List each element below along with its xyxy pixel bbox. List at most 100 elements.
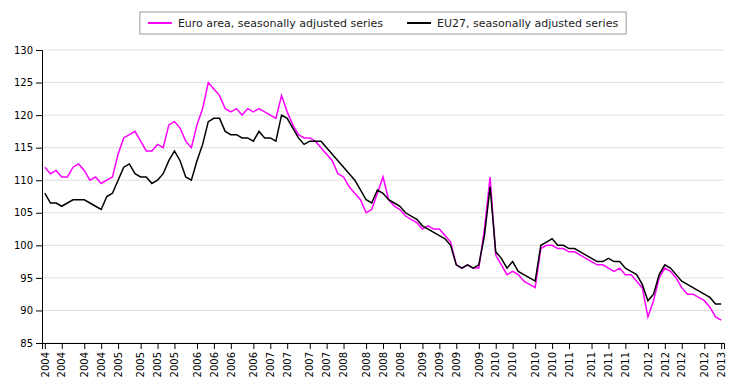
grid-line [42, 115, 724, 116]
tick-label: 125 [14, 77, 33, 88]
tick: 2004 [40, 343, 51, 377]
tick-label: 100 [14, 240, 33, 251]
chart: 8590951001051101151201251302004200420042… [0, 0, 740, 389]
grid-line [42, 50, 724, 51]
tick: 2009 [417, 343, 428, 377]
tick-label: 2004 [56, 352, 67, 377]
tick-mark [36, 245, 42, 246]
tick: 2007 [282, 343, 293, 377]
tick: 2012 [699, 343, 710, 377]
tick-label: 2006 [209, 352, 220, 377]
tick-label: 110 [14, 175, 33, 186]
tick-mark [310, 343, 311, 349]
tick-mark [36, 180, 42, 181]
tick-mark [101, 343, 102, 349]
tick-label: 2006 [192, 352, 203, 377]
tick-label: 2005 [152, 352, 163, 377]
tick-mark [648, 343, 649, 349]
tick-label: 2011 [620, 352, 631, 377]
plot-area [45, 83, 721, 321]
tick-label: 2008 [338, 352, 349, 377]
tick-label: 2010 [507, 352, 518, 377]
legend-item: EU27, seasonally adjusted series [407, 17, 618, 30]
tick-label: 2010 [490, 352, 501, 377]
tick-mark [287, 343, 288, 349]
grid-line [42, 82, 724, 83]
tick-mark [513, 343, 514, 349]
tick-mark [253, 343, 254, 349]
tick: 2004 [56, 343, 67, 377]
legend-swatch [148, 22, 172, 24]
tick-label: 130 [14, 45, 33, 56]
tick: 2005 [152, 343, 163, 377]
axis-line [36, 51, 43, 344]
tick-label: 2008 [361, 352, 372, 377]
tick-mark [704, 343, 705, 349]
tick-mark [214, 343, 215, 349]
tick-label: 90 [20, 305, 33, 316]
tick-mark [36, 115, 42, 116]
tick-mark [36, 50, 42, 51]
legend-swatch [407, 22, 431, 24]
tick-mark [535, 343, 536, 349]
tick: 2007 [304, 343, 315, 377]
tick-mark [36, 213, 42, 214]
tick-mark [569, 343, 570, 349]
tick-label: 2009 [451, 352, 462, 377]
tick-label: 2011 [603, 352, 614, 377]
tick: 2010 [507, 343, 518, 377]
tick: 2005 [169, 343, 180, 377]
grid-line [42, 245, 724, 246]
tick-mark [682, 343, 683, 349]
tick: 2004 [79, 343, 90, 377]
tick: 2010 [547, 343, 558, 377]
tick-mark [496, 343, 497, 349]
tick-label: 95 [20, 273, 33, 284]
tick-label: 2012 [643, 352, 654, 377]
tick-mark [422, 343, 423, 349]
tick: 2008 [378, 343, 389, 377]
legend-label: Euro area, seasonally adjusted series [178, 17, 383, 30]
legend-item: Euro area, seasonally adjusted series [148, 17, 383, 30]
tick-label: 2009 [474, 352, 485, 377]
grid-line [42, 310, 724, 311]
tick-mark [118, 343, 119, 349]
tick-label: 2012 [676, 352, 687, 377]
tick-label: 2011 [564, 352, 575, 377]
tick-label: 2005 [113, 352, 124, 377]
tick-mark [36, 278, 42, 279]
tick-label: 2012 [699, 352, 710, 377]
tick: 85 [20, 338, 42, 349]
tick: 125 [14, 77, 42, 88]
legend: Euro area, seasonally adjusted series EU2… [140, 12, 626, 34]
tick-label: 2004 [40, 352, 51, 377]
tick-label: 2007 [265, 352, 276, 377]
tick: 2013 [716, 343, 727, 377]
tick-label: 2004 [79, 352, 90, 377]
tick-label: 2009 [434, 352, 445, 377]
tick: 2011 [586, 343, 597, 377]
tick-label: 115 [14, 142, 33, 153]
tick-label: 2006 [248, 352, 259, 377]
tick-mark [625, 343, 626, 349]
series-line [45, 115, 721, 304]
tick: 2012 [643, 343, 654, 377]
tick-mark [383, 343, 384, 349]
tick: 2007 [321, 343, 332, 377]
x-axis: 2004200420042004200520052005200520062006… [40, 343, 727, 377]
tick-label: 2012 [660, 352, 671, 377]
tick-label: 85 [20, 338, 33, 349]
tick: 2012 [660, 343, 671, 377]
tick: 2006 [226, 343, 237, 377]
tick: 2006 [209, 343, 220, 377]
tick-mark [366, 343, 367, 349]
tick-mark [327, 343, 328, 349]
tick-mark [592, 343, 593, 349]
tick: 2012 [676, 343, 687, 377]
tick-label: 2004 [96, 352, 107, 377]
tick-mark [456, 343, 457, 349]
tick-mark [36, 148, 42, 149]
legend-label: EU27, seasonally adjusted series [437, 17, 618, 30]
tick: 100 [14, 240, 42, 251]
tick: 110 [14, 175, 42, 186]
